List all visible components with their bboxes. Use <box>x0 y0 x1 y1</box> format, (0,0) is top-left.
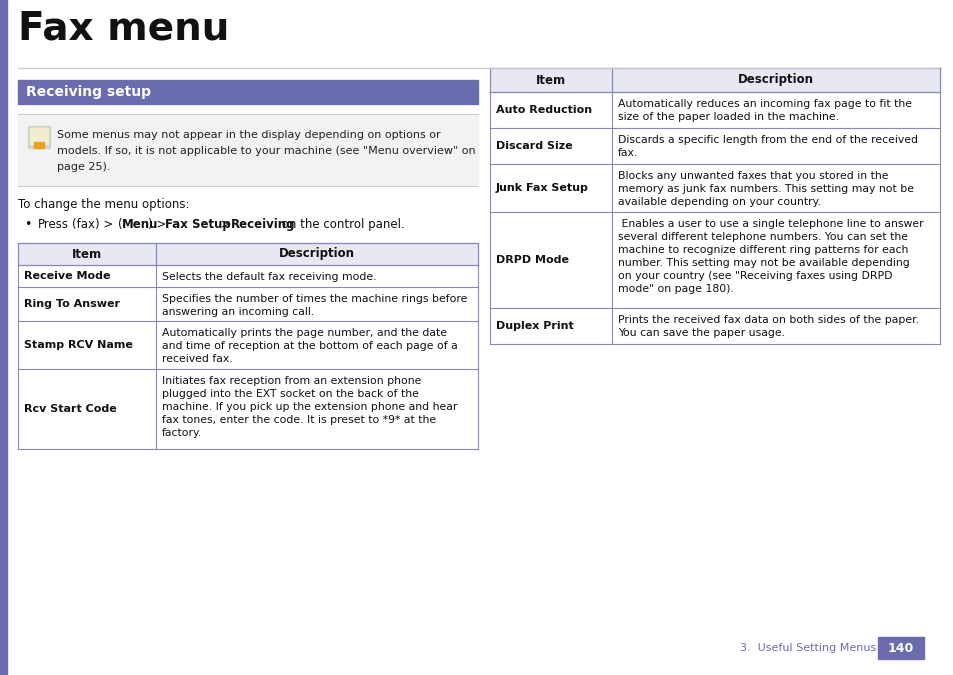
Text: Initiates fax reception from an extension phone: Initiates fax reception from an extensio… <box>162 376 421 386</box>
Bar <box>18 80 477 104</box>
Text: mode" on page 180).: mode" on page 180). <box>618 284 733 294</box>
Text: Blocks any unwanted faxes that you stored in the: Blocks any unwanted faxes that you store… <box>618 171 887 181</box>
Text: received fax.: received fax. <box>162 354 233 364</box>
Text: •: • <box>24 218 31 231</box>
Text: plugged into the EXT socket on the back of the: plugged into the EXT socket on the back … <box>162 389 418 399</box>
Bar <box>18 114 477 186</box>
Text: DRPD Mode: DRPD Mode <box>496 255 568 265</box>
Bar <box>30 128 48 144</box>
Text: Selects the default fax receiving mode.: Selects the default fax receiving mode. <box>162 272 376 282</box>
Text: size of the paper loaded in the machine.: size of the paper loaded in the machine. <box>618 112 838 122</box>
Bar <box>18 243 477 265</box>
Text: machine. If you pick up the extension phone and hear: machine. If you pick up the extension ph… <box>162 402 456 412</box>
Text: Automatically reduces an incoming fax page to fit the: Automatically reduces an incoming fax pa… <box>618 99 911 109</box>
Text: Menu: Menu <box>122 218 158 231</box>
Text: 3.  Useful Setting Menus: 3. Useful Setting Menus <box>739 643 875 653</box>
Text: Enables a user to use a single telephone line to answer: Enables a user to use a single telephone… <box>618 219 923 229</box>
Text: answering an incoming call.: answering an incoming call. <box>162 307 314 317</box>
Text: number. This setting may not be available depending: number. This setting may not be availabl… <box>618 258 909 268</box>
Text: Stamp RCV Name: Stamp RCV Name <box>24 340 132 350</box>
Text: fax.: fax. <box>618 148 638 158</box>
Text: available depending on your country.: available depending on your country. <box>618 197 820 207</box>
Text: Specifies the number of times the machine rings before: Specifies the number of times the machin… <box>162 294 467 304</box>
Bar <box>490 68 939 92</box>
Text: Receive Mode: Receive Mode <box>24 271 111 281</box>
Text: >: > <box>216 218 234 231</box>
Text: Auto Reduction: Auto Reduction <box>496 105 592 115</box>
Text: Prints the received fax data on both sides of the paper.: Prints the received fax data on both sid… <box>618 315 918 325</box>
Text: fax tones, enter the code. It is preset to *9* at the: fax tones, enter the code. It is preset … <box>162 415 436 425</box>
Text: Description: Description <box>738 74 813 86</box>
Text: memory as junk fax numbers. This setting may not be: memory as junk fax numbers. This setting… <box>618 184 913 194</box>
Text: page 25).: page 25). <box>57 162 111 172</box>
Text: ) >: ) > <box>148 218 170 231</box>
Bar <box>34 142 44 148</box>
Text: (: ( <box>118 218 123 231</box>
Bar <box>28 126 50 148</box>
Text: Fax menu: Fax menu <box>18 10 229 48</box>
Text: Item: Item <box>536 74 565 86</box>
Text: on your country (see "Receiving faxes using DRPD: on your country (see "Receiving faxes us… <box>618 271 892 281</box>
Text: You can save the paper usage.: You can save the paper usage. <box>618 328 784 338</box>
Text: Discard Size: Discard Size <box>496 141 572 151</box>
Text: Receiving: Receiving <box>231 218 295 231</box>
Text: Junk Fax Setup: Junk Fax Setup <box>496 183 588 193</box>
Text: and time of reception at the bottom of each page of a: and time of reception at the bottom of e… <box>162 341 457 351</box>
Bar <box>0 0 7 675</box>
Bar <box>877 637 923 659</box>
Text: Some menus may not appear in the display depending on options or: Some menus may not appear in the display… <box>57 130 440 140</box>
Text: models. If so, it is not applicable to your machine (see "Menu overview" on: models. If so, it is not applicable to y… <box>57 146 476 156</box>
Text: To change the menu options:: To change the menu options: <box>18 198 190 211</box>
Text: factory.: factory. <box>162 428 202 438</box>
Text: Description: Description <box>278 248 355 261</box>
Text: several different telephone numbers. You can set the: several different telephone numbers. You… <box>618 232 907 242</box>
Text: Receiving setup: Receiving setup <box>26 85 151 99</box>
Text: on the control panel.: on the control panel. <box>277 218 404 231</box>
Text: Discards a specific length from the end of the received: Discards a specific length from the end … <box>618 135 917 145</box>
Text: Automatically prints the page number, and the date: Automatically prints the page number, an… <box>162 328 447 338</box>
Text: Item: Item <box>71 248 102 261</box>
Text: Rcv Start Code: Rcv Start Code <box>24 404 116 414</box>
Text: Fax Setup: Fax Setup <box>165 218 231 231</box>
Text: Press: Press <box>38 218 69 231</box>
Text: Ring To Answer: Ring To Answer <box>24 299 120 309</box>
Text: (fax) >: (fax) > <box>71 218 117 231</box>
Text: machine to recognize different ring patterns for each: machine to recognize different ring patt… <box>618 245 907 255</box>
Text: 140: 140 <box>887 641 913 655</box>
Text: Duplex Print: Duplex Print <box>496 321 573 331</box>
